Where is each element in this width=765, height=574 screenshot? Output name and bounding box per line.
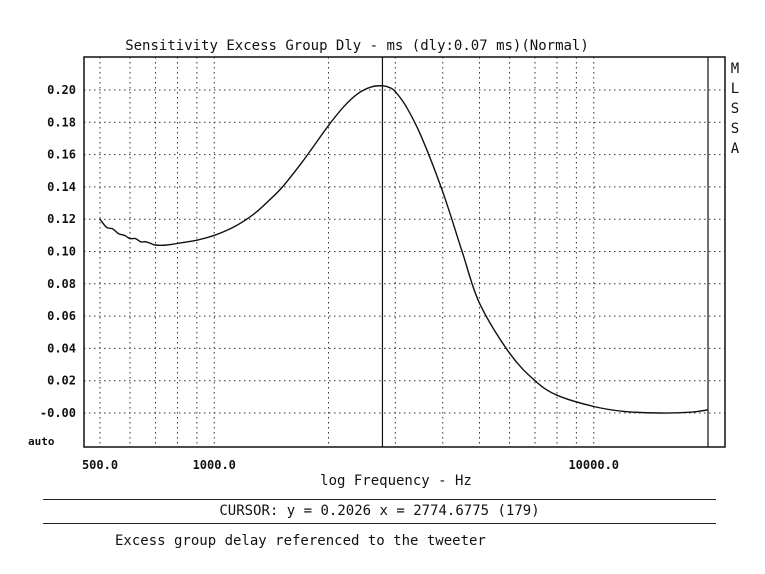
- side-label-letter: M: [731, 61, 739, 77]
- data-point: [405, 105, 407, 107]
- data-point: [381, 85, 384, 87]
- y-tick-label: 0.14: [47, 180, 76, 194]
- y-axis-ticks: 0.20 0.18 0.16 0.14 0.12 0.10 0.08 0.06 0.04 0.02…: [40, 83, 76, 420]
- data-point: [394, 91, 396, 93]
- series-line: [99, 85, 709, 414]
- y-tick-label: 0.10: [47, 245, 76, 259]
- data-point: [166, 244, 168, 246]
- data-point: [145, 241, 147, 243]
- data-point: [140, 241, 142, 243]
- y-tick-label: 0.16: [47, 148, 76, 162]
- data-point: [176, 242, 179, 245]
- data-point: [389, 86, 391, 89]
- data-point: [556, 394, 558, 396]
- x-tick-label: 1000.0: [193, 458, 236, 472]
- x-tick-label: 500.0: [82, 458, 118, 472]
- data-point: [123, 234, 126, 236]
- y-tick-label: 0.18: [47, 115, 76, 129]
- data-point: [99, 218, 101, 220]
- grid: [84, 57, 725, 447]
- y-tick-label: 0.02: [47, 374, 76, 388]
- cursor-readout: CURSOR: y = 0.2026 x = 2774.6775 (179): [219, 503, 540, 519]
- data-point: [301, 162, 303, 164]
- data-point: [478, 302, 481, 304]
- data-point: [229, 228, 231, 230]
- data-point: [690, 411, 692, 413]
- y-tick-label: 0.12: [47, 212, 76, 226]
- separator-top: [43, 499, 716, 500]
- data-point: [213, 234, 215, 236]
- y-tick-label: 0.20: [47, 83, 76, 97]
- data-point: [420, 134, 422, 136]
- data-point: [357, 92, 360, 94]
- data-point: [154, 244, 157, 246]
- data-point: [343, 105, 345, 107]
- data-point: [269, 199, 271, 201]
- chart: Sensitivity Excess Group Dly - ms (dly:0…: [28, 38, 740, 489]
- data-point: [659, 412, 662, 414]
- data-point: [105, 226, 108, 228]
- data-point: [327, 124, 330, 127]
- data-point: [461, 250, 463, 253]
- data-point: [118, 233, 120, 235]
- data-point: [243, 220, 245, 222]
- side-label-letter: S: [731, 121, 739, 137]
- plot-frame: [83, 56, 726, 448]
- data-point: [112, 228, 114, 230]
- data-point: [707, 409, 709, 411]
- x-axis-ticks: 500.0 1000.0 10000.0: [82, 458, 619, 472]
- data-point: [371, 86, 373, 88]
- data-point: [196, 239, 198, 241]
- data-point: [291, 174, 293, 177]
- data-point: [129, 237, 131, 240]
- y-tick-label: 0.08: [47, 277, 76, 291]
- data-point: [256, 210, 259, 212]
- side-label-letter: L: [731, 81, 739, 97]
- caption: Excess group delay referenced to the twe…: [115, 533, 486, 549]
- y-tick-label: -0.00: [40, 406, 76, 420]
- data-point: [280, 187, 282, 190]
- data-point: [593, 405, 595, 408]
- y-bottom-label: auto: [28, 435, 55, 448]
- data-point: [534, 380, 536, 382]
- data-point: [623, 410, 625, 412]
- chart-title: Sensitivity Excess Group Dly - ms (dly:0…: [125, 38, 589, 54]
- y-tick-label: 0.06: [47, 309, 76, 323]
- separator-bottom: [43, 523, 716, 524]
- y-tick-label: 0.04: [47, 341, 76, 355]
- x-tick-label: 10000.0: [568, 458, 619, 472]
- series-points: [99, 85, 709, 414]
- data-point: [150, 242, 152, 245]
- data-point: [310, 149, 312, 151]
- data-point: [442, 191, 444, 193]
- side-label-letter: S: [731, 101, 739, 117]
- data-point: [508, 352, 511, 354]
- x-axis-label: log Frequency - Hz: [320, 473, 472, 489]
- side-label-letter: A: [731, 141, 740, 157]
- data-point: [134, 237, 137, 240]
